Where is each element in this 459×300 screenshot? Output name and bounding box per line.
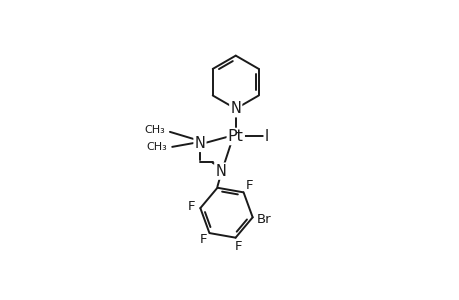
Text: Pt: Pt <box>227 129 243 144</box>
Text: F: F <box>200 233 207 246</box>
Text: N: N <box>194 136 205 151</box>
Text: Br: Br <box>256 213 270 226</box>
Text: N: N <box>230 101 241 116</box>
Text: CH₃: CH₃ <box>144 124 164 135</box>
Text: F: F <box>235 240 242 253</box>
Text: I: I <box>264 129 269 144</box>
Text: F: F <box>245 179 252 192</box>
Text: CH₃: CH₃ <box>146 142 167 152</box>
Text: N: N <box>215 164 226 178</box>
Text: F: F <box>188 200 195 213</box>
